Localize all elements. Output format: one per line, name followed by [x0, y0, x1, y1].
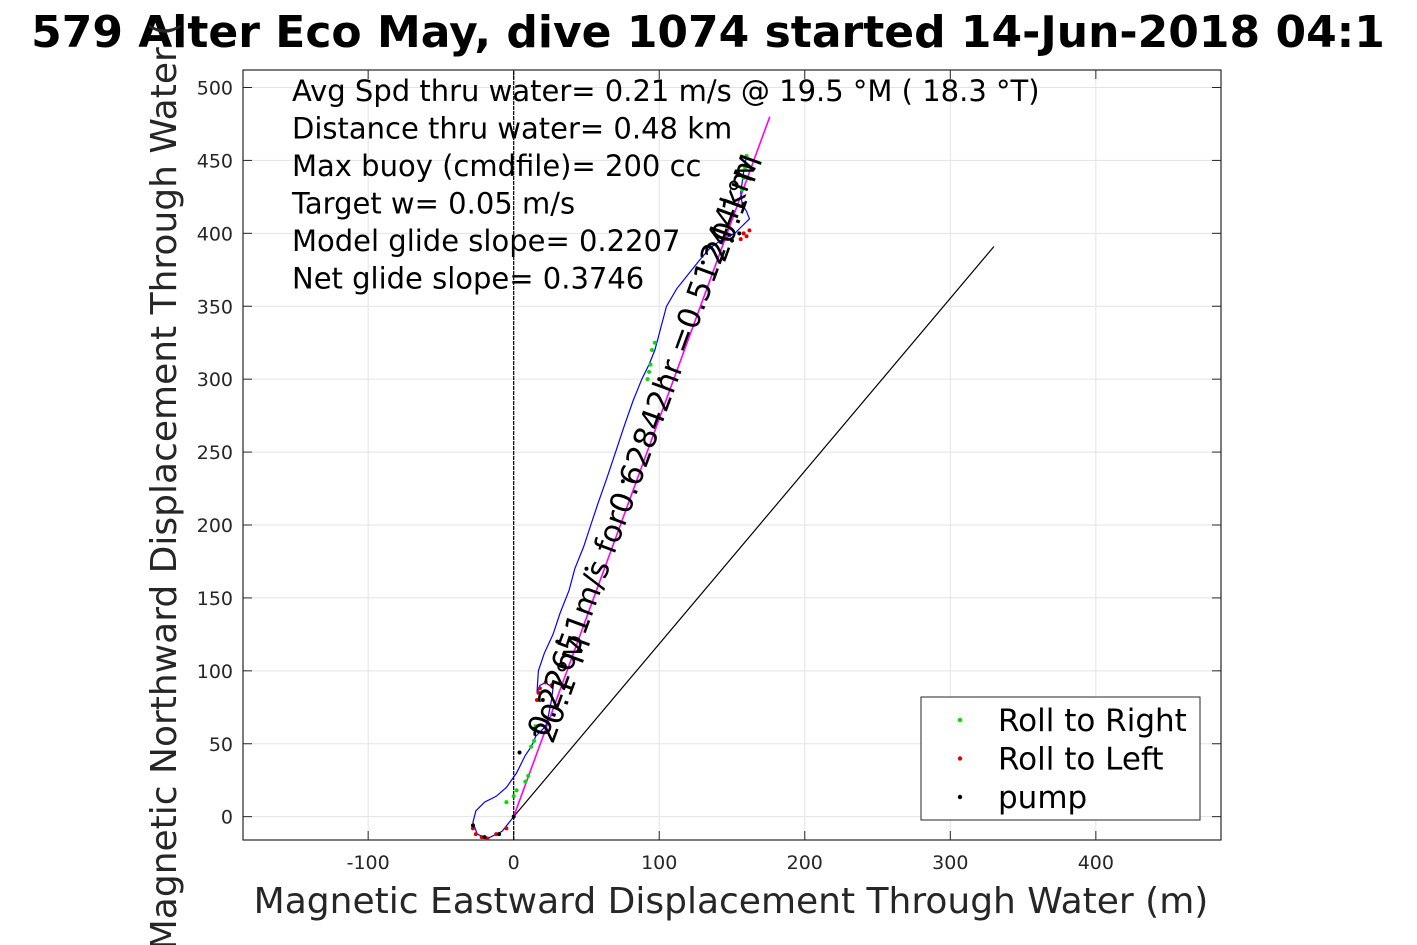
model-glide-line	[513, 246, 995, 818]
pump-point	[657, 377, 662, 382]
pump-point	[584, 566, 589, 571]
roll-right-point	[648, 362, 653, 367]
pump-point	[700, 260, 705, 265]
roll-left-point	[504, 826, 509, 831]
stat-annotation: Max buoy (cmdfile)= 200 cc	[292, 149, 701, 183]
legend-label: Roll to Left	[998, 742, 1164, 778]
stat-annotation: Net glide slope= 0.3746	[292, 262, 644, 296]
pump-point	[470, 823, 475, 828]
pump-point	[497, 832, 502, 837]
y-tick-label: 300	[197, 369, 233, 391]
pump-point	[511, 814, 516, 819]
roll-left-point	[473, 832, 478, 837]
pump-point	[540, 698, 545, 702]
roll-left-point	[738, 237, 743, 242]
roll-left-point	[744, 234, 749, 239]
x-tick-label: 200	[787, 852, 823, 874]
roll-right-point	[647, 369, 652, 374]
y-tick-label: 350	[197, 296, 233, 318]
y-tick-label: 400	[197, 223, 233, 245]
roll-left-point	[537, 686, 542, 691]
axes	[242, 69, 1222, 841]
roll-left-point	[494, 832, 499, 837]
heading-label: 20.1°M	[698, 150, 770, 267]
roll-right-point	[511, 794, 516, 799]
track-line	[472, 155, 751, 840]
x-tick-label: 300	[932, 852, 968, 874]
roll-left-point	[741, 231, 746, 236]
roll-right-point	[514, 788, 519, 793]
x-tick-label: -100	[347, 852, 390, 874]
y-tick-label: 200	[197, 515, 233, 537]
plot-frame	[242, 69, 1222, 841]
net-displacement-line	[512, 116, 771, 817]
pump-point	[737, 231, 742, 236]
pump-point	[517, 750, 522, 755]
stat-annotation: Avg Spd thru water= 0.21 m/s @ 19.5 °M (…	[292, 74, 1040, 108]
pump-point	[741, 202, 746, 207]
annotations: Avg Spd thru water= 0.21 m/s @ 19.5 °M (…	[291, 74, 1040, 296]
legend-marker	[957, 794, 963, 800]
x-axis-label: Magnetic Eastward Displacement Through W…	[254, 881, 1209, 922]
y-tick-label: 250	[197, 442, 233, 464]
roll-right-point	[532, 738, 537, 743]
stat-annotation: Target w= 0.05 m/s	[291, 187, 575, 221]
y-tick-label: 150	[197, 588, 233, 610]
roll-left-point	[470, 826, 475, 831]
legend-label: Roll to Right	[998, 703, 1187, 739]
pump-point	[532, 727, 537, 732]
data-lines	[472, 70, 995, 840]
roll-left-point	[549, 683, 554, 688]
y-tick-label: 500	[197, 78, 233, 100]
roll-left-point	[536, 690, 541, 695]
stat-annotation: Distance thru water= 0.48 km	[292, 112, 732, 146]
roll-left-point	[747, 228, 752, 233]
roll-right-point	[523, 779, 528, 784]
roll-right-point	[645, 377, 650, 382]
y-tick-label: 100	[197, 661, 233, 683]
roll-right-point	[649, 348, 654, 352]
pump-point	[730, 238, 734, 243]
roll-right-point	[504, 800, 509, 805]
roll-left-point	[543, 680, 548, 685]
roll-right-point	[652, 340, 657, 345]
roll-left-point	[534, 698, 539, 702]
x-tick-label: 100	[641, 852, 677, 874]
legend-marker	[957, 756, 963, 761]
roll-right-point	[743, 165, 748, 170]
pump-point	[555, 639, 560, 644]
pump-point	[620, 479, 625, 484]
y-axis-label: Magnetic Northward Displacement Through …	[144, 22, 185, 945]
x-tick-label: 400	[1078, 852, 1114, 874]
legend-label: pump	[998, 780, 1087, 816]
roll-right-point	[529, 744, 534, 749]
y-tick-label: 50	[209, 734, 233, 756]
x-tick-label: 0	[508, 852, 520, 874]
legend-marker	[957, 717, 963, 723]
roll-right-point	[741, 175, 746, 180]
legend-box	[920, 696, 1201, 821]
roll-right-point	[740, 187, 745, 192]
roll-right-point	[744, 154, 749, 159]
roll-left-point	[479, 835, 484, 840]
roll-right-point	[526, 773, 531, 778]
y-tick-label: 0	[221, 807, 233, 829]
chart-title: 579 Alter Eco May, dive 1074 started 14-…	[31, 7, 1385, 58]
tick-labels: -100 0 100 200 300 400 0 50 100 150 200 250 300 350 40…	[197, 78, 1114, 875]
data-points	[470, 154, 752, 841]
stat-annotation: Model glide slope= 0.2207	[292, 224, 680, 258]
grid	[243, 70, 1221, 840]
y-tick-label: 450	[197, 150, 233, 172]
pump-point	[482, 835, 487, 840]
